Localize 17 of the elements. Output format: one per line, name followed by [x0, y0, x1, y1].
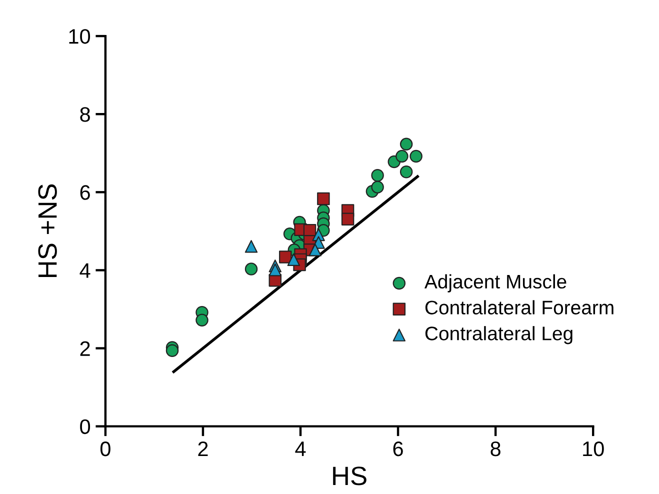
y-tick-label: 8 — [80, 107, 90, 122]
legend-label: Contralateral Leg — [425, 326, 572, 344]
y-tick-label: 0 — [80, 419, 90, 434]
y-axis-title: HS +NS — [38, 184, 57, 278]
x-tick-label: 6 — [393, 441, 403, 456]
x-tick-label: 2 — [198, 441, 208, 456]
x-tick-label: 4 — [295, 442, 306, 456]
y-tick-label: 6 — [80, 185, 90, 200]
x-tick-label: 10 — [583, 441, 604, 456]
legend-label: Adjacent Muscle — [424, 274, 566, 292]
x-tick-label: 0 — [100, 441, 110, 456]
y-tick-label: 4 — [80, 263, 90, 278]
x-axis-title: HS — [333, 466, 366, 486]
legend-label: Contralateral Forearm — [425, 300, 614, 314]
y-tick-label: 10 — [69, 29, 90, 44]
y-tick-label: 2 — [80, 341, 90, 356]
x-tick-label: 8 — [490, 441, 500, 456]
